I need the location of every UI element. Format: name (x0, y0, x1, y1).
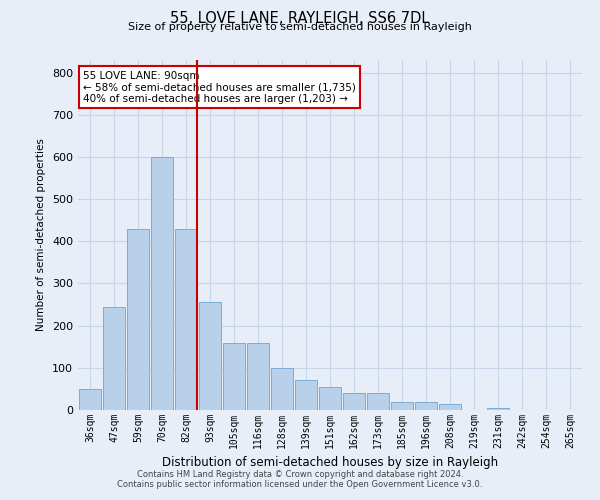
Text: 55 LOVE LANE: 90sqm
← 58% of semi-detached houses are smaller (1,735)
40% of sem: 55 LOVE LANE: 90sqm ← 58% of semi-detach… (83, 70, 356, 104)
Bar (247, 342, 269, 410)
X-axis label: Distribution of semi-detached houses by size in Rayleigh: Distribution of semi-detached houses by … (162, 456, 498, 469)
Bar (415, 402, 437, 410)
Bar (439, 404, 461, 410)
Bar (319, 387, 341, 410)
Bar (223, 342, 245, 410)
Bar (79, 389, 101, 410)
Bar (127, 228, 149, 410)
Bar (367, 393, 389, 410)
Text: Size of property relative to semi-detached houses in Rayleigh: Size of property relative to semi-detach… (128, 22, 472, 32)
Bar (151, 157, 173, 410)
Bar (199, 302, 221, 410)
Bar (487, 408, 509, 410)
Bar (175, 228, 197, 410)
Bar (295, 380, 317, 410)
Bar (391, 402, 413, 410)
Text: 55, LOVE LANE, RAYLEIGH, SS6 7DL: 55, LOVE LANE, RAYLEIGH, SS6 7DL (170, 11, 430, 26)
Text: Contains HM Land Registry data © Crown copyright and database right 2024.
Contai: Contains HM Land Registry data © Crown c… (118, 470, 482, 489)
Bar (271, 368, 293, 410)
Bar (103, 306, 125, 410)
Bar (343, 393, 365, 410)
Y-axis label: Number of semi-detached properties: Number of semi-detached properties (37, 138, 46, 332)
